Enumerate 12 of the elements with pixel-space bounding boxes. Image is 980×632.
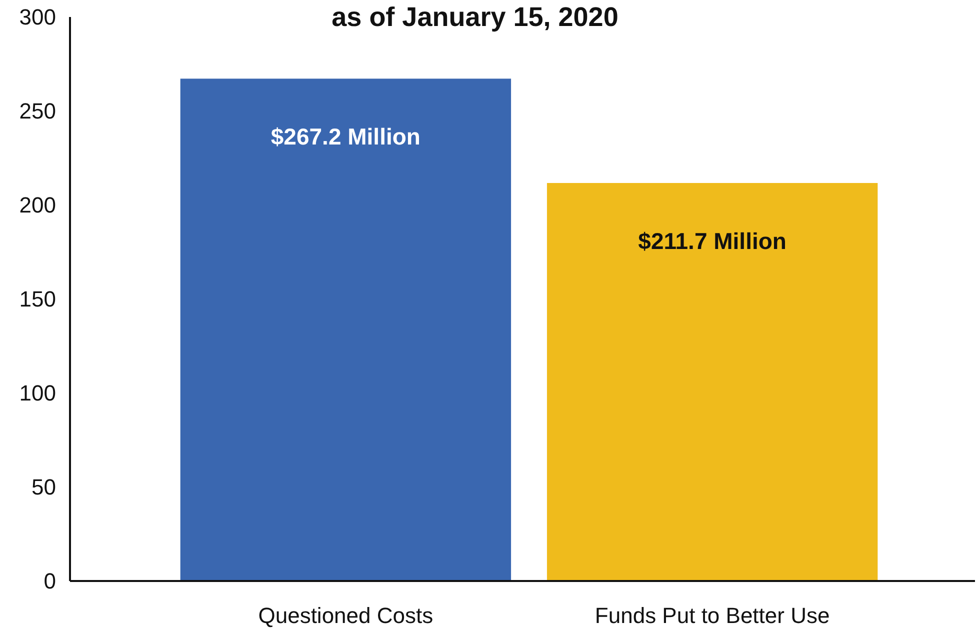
y-tick-label: 250 — [19, 98, 56, 124]
y-tick-label: 0 — [44, 568, 56, 594]
x-tick-label: Funds Put to Better Use — [594, 603, 830, 628]
y-tick-label: 100 — [19, 380, 56, 406]
y-tick-label: 50 — [32, 474, 56, 500]
x-tick-label: Questioned Costs — [258, 603, 434, 628]
data-label: $211.7 Million — [638, 228, 786, 254]
y-tick-label: 200 — [19, 192, 56, 218]
y-tick-label: 300 — [19, 4, 56, 30]
chart-title: as of January 15, 2020 — [332, 2, 618, 32]
data-label: $267.2 Million — [270, 124, 420, 150]
y-tick-label: 150 — [19, 286, 56, 312]
